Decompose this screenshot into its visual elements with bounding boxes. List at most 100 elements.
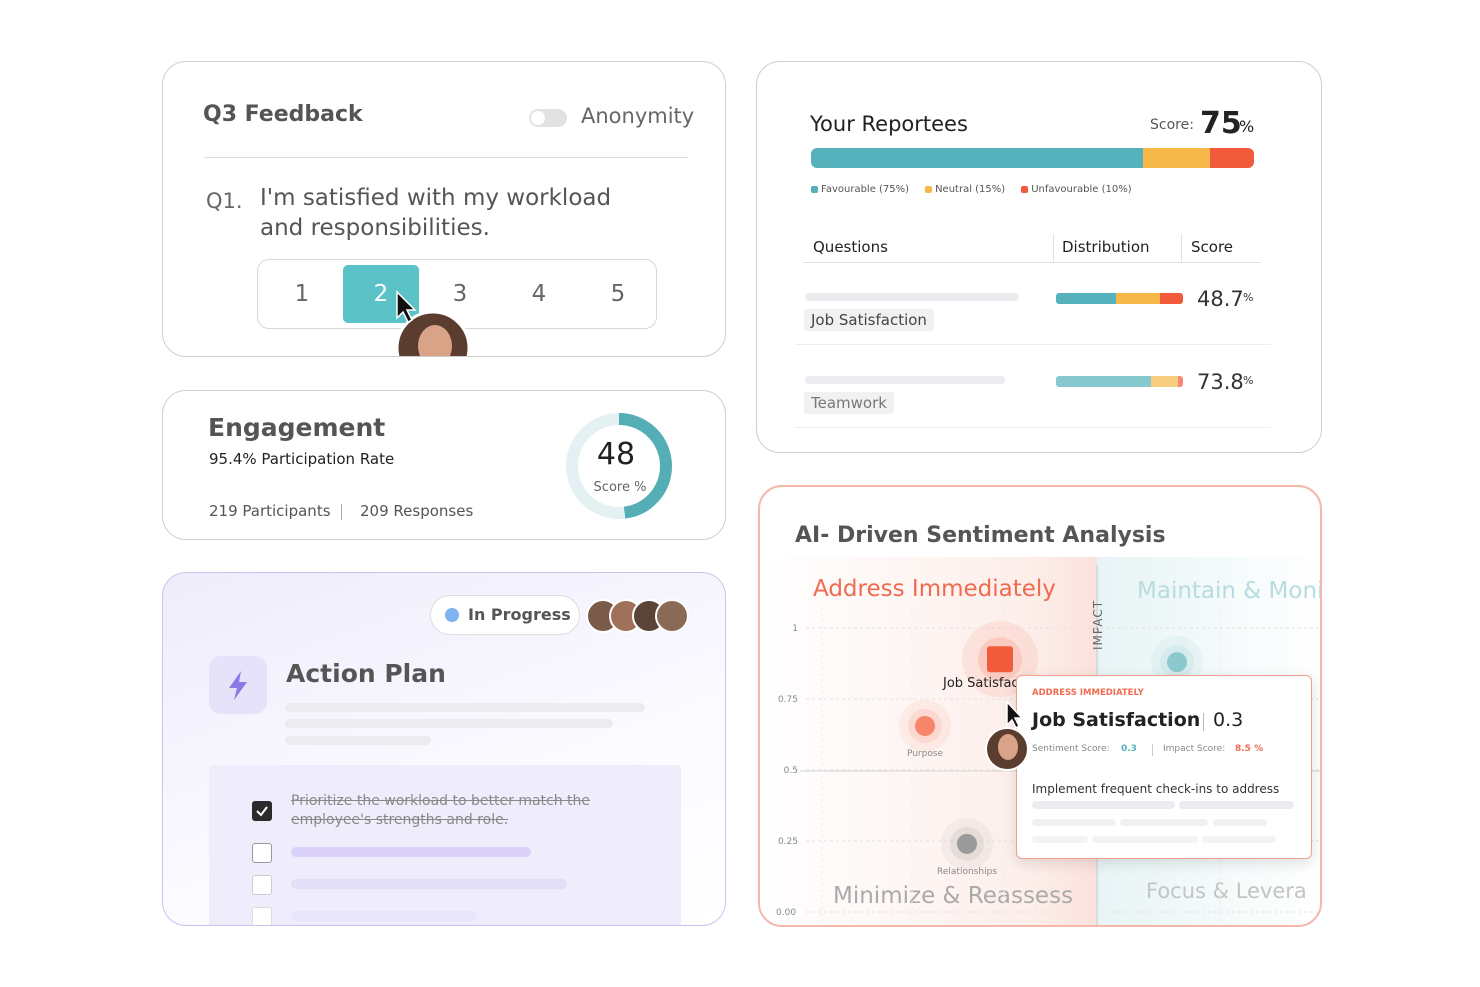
avatar: [655, 599, 689, 633]
option[interactable]: 3: [452, 281, 468, 307]
placeholder: [1032, 819, 1116, 826]
column-header: Distribution: [1062, 238, 1150, 256]
option[interactable]: 5: [610, 281, 626, 307]
donut: 48 Score %: [566, 413, 672, 519]
bar-segment: [1209, 148, 1254, 168]
donut-label: Score %: [594, 480, 647, 495]
card-title: AI- Driven Sentiment Analysis: [795, 523, 1166, 548]
column-header: Score: [1191, 238, 1234, 256]
placeholder: [285, 703, 645, 712]
check-path: [256, 806, 268, 817]
divider: [1181, 234, 1182, 262]
y-tick-label: 0.25: [778, 837, 798, 847]
sentiment-label: Sentiment Score:: [1032, 744, 1110, 754]
legend-item: Favourable (75%): [811, 184, 909, 195]
bolt: [229, 671, 247, 700]
divider: [795, 344, 1271, 345]
checkbox[interactable]: [252, 801, 272, 821]
placeholder: [805, 293, 1019, 301]
divider: [1053, 234, 1054, 262]
legend-item: Neutral (15%): [925, 184, 1005, 195]
card-title: Engagement: [208, 413, 386, 442]
distribution-bar: [1056, 376, 1183, 387]
divider: [803, 262, 1261, 263]
toggle[interactable]: [529, 109, 567, 127]
score-value: 75: [1200, 106, 1242, 141]
legend-label: Neutral (15%): [935, 184, 1006, 195]
impact-score: 8.5 %: [1235, 744, 1264, 754]
question-tag: Teamwork: [804, 392, 894, 414]
y-tick-label: 0.00: [776, 908, 796, 918]
action-plan-card: In Progress Action Plan Prioritize the w…: [162, 572, 726, 926]
legend: Favourable (75%) Neutral (15%) Unfavourabl…: [811, 184, 1132, 195]
checkbox[interactable]: [252, 843, 272, 863]
placeholder: [1179, 801, 1294, 809]
bar-segment: [811, 148, 1144, 168]
responses: 209 Responses: [360, 502, 474, 520]
card-title: Q3 Feedback: [203, 102, 363, 127]
checkbox[interactable]: [252, 875, 272, 895]
cursor: [396, 290, 417, 324]
legend-item: Unfavourable (10%): [1021, 184, 1132, 195]
separator: [1152, 744, 1153, 756]
divider: [795, 427, 1271, 428]
row-score-unit: %: [1243, 291, 1254, 304]
distribution-segment: [1160, 293, 1183, 304]
y-tick-label: 1: [792, 624, 798, 634]
tooltip-score: 0.3: [1213, 709, 1244, 731]
icon-box: [209, 656, 267, 714]
legend-swatch: [925, 186, 933, 193]
status-pill[interactable]: In Progress: [430, 595, 580, 635]
donut-arc: [566, 413, 672, 519]
point-label: Relationships: [937, 867, 997, 877]
checkbox[interactable]: [252, 907, 272, 925]
point[interactable]: [987, 646, 1013, 673]
point[interactable]: [957, 833, 977, 854]
placeholder: [1202, 836, 1276, 843]
participants: 219 Participants: [209, 502, 331, 520]
tooltip-tag: ADDRESS IMMEDIATELY: [1032, 688, 1144, 698]
row-score: 48.7: [1197, 287, 1244, 311]
donut-score: 48: [597, 437, 635, 472]
score-unit: %: [1239, 117, 1255, 136]
card-title: Action Plan: [286, 659, 446, 688]
avatar-cursor: [395, 290, 471, 356]
distribution-segment: [1177, 376, 1183, 387]
cursor: [1006, 700, 1024, 730]
placeholder: [291, 847, 531, 857]
distribution-segment: [1151, 376, 1178, 387]
check: [256, 806, 268, 817]
sentiment-card: AI- Driven Sentiment Analysis Address Im…: [758, 485, 1322, 927]
task-text: Prioritize the workload to better match …: [291, 793, 591, 828]
divider: [204, 157, 688, 158]
distribution-segment: [1056, 376, 1152, 387]
legend-label: Favourable (75%): [821, 184, 910, 195]
status-dot: [445, 608, 459, 622]
point[interactable]: [915, 715, 935, 736]
tooltip: ADDRESS IMMEDIATELY Job Satisfaction 0.3…: [1016, 675, 1312, 859]
row-score-unit: %: [1243, 374, 1254, 387]
option[interactable]: 4: [531, 281, 547, 307]
point[interactable]: [1167, 652, 1187, 673]
quadrant-label: Maintain & Moni: [1137, 578, 1322, 604]
legend-swatch: [1021, 186, 1029, 193]
status-label: In Progress: [468, 605, 571, 624]
sentiment-score: 0.3: [1121, 744, 1137, 754]
placeholder: [1032, 836, 1088, 843]
y-tick-label: 0.75: [778, 695, 798, 705]
toggle-knob: [531, 111, 545, 125]
quadrant-label: Minimize & Reassess: [833, 883, 1074, 909]
avatar-face: [998, 734, 1018, 760]
engagement-card: Engagement 95.4% Participation Rate 219 …: [162, 390, 726, 540]
feedback-card: Q3 Feedback Anonymity Q1. I'm satisfied …: [162, 61, 726, 357]
placeholder: [285, 736, 431, 745]
legend-swatch: [811, 186, 818, 193]
separator: [341, 504, 342, 520]
bolt-icon: [229, 671, 247, 700]
avatar-face: [418, 325, 452, 356]
placeholder: [285, 719, 613, 728]
avatar-cursor: [985, 700, 1029, 771]
option[interactable]: 1: [294, 281, 310, 307]
